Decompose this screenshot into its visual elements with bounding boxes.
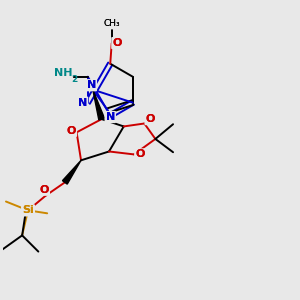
Text: O: O	[112, 38, 122, 48]
Text: N: N	[87, 80, 96, 90]
Text: O: O	[135, 149, 145, 159]
Text: N: N	[106, 112, 115, 122]
Text: O: O	[112, 38, 122, 48]
Text: O: O	[67, 126, 76, 136]
Text: N: N	[106, 112, 115, 122]
Text: CH₃: CH₃	[103, 20, 120, 28]
Text: Si: Si	[22, 206, 34, 215]
Text: O: O	[67, 126, 76, 136]
Text: O: O	[40, 185, 49, 195]
Text: Si: Si	[22, 206, 34, 215]
Text: N: N	[78, 98, 87, 108]
Text: O: O	[146, 114, 155, 124]
Polygon shape	[62, 160, 81, 184]
Text: O: O	[146, 114, 155, 124]
Text: 2: 2	[71, 74, 78, 83]
Text: O: O	[135, 149, 145, 159]
Text: NH: NH	[53, 68, 72, 78]
Text: N: N	[78, 98, 87, 108]
Polygon shape	[93, 90, 104, 120]
Text: CH₃: CH₃	[103, 20, 120, 28]
Text: N: N	[87, 80, 96, 90]
Text: O: O	[40, 185, 49, 195]
